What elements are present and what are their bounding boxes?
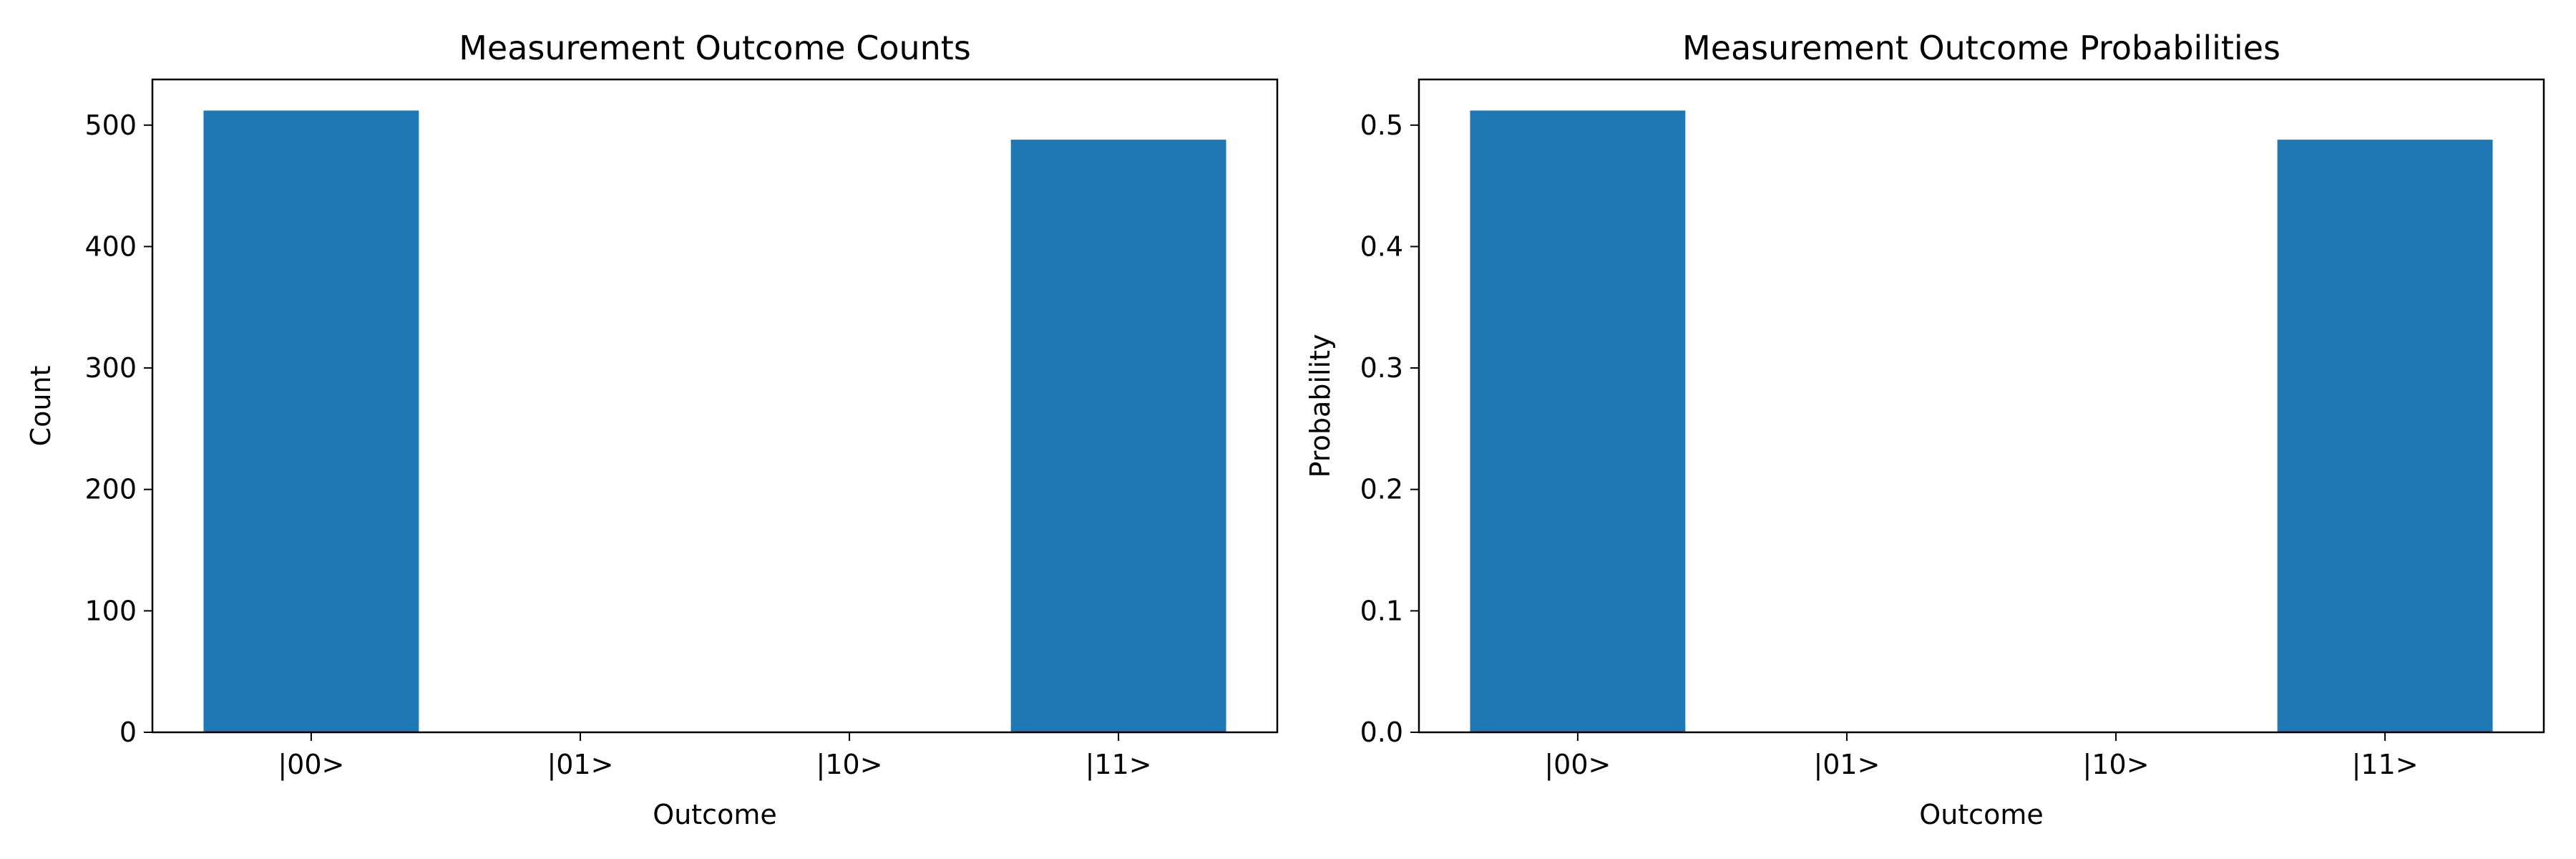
x-axis-label: Outcome	[1919, 799, 2043, 830]
bar-0	[1470, 110, 1686, 732]
y-tick-label-1: 0.1	[1360, 595, 1403, 626]
chart-title: Measurement Outcome Counts	[459, 29, 971, 67]
bar-0	[203, 110, 419, 732]
y-axis-label: Count	[25, 366, 57, 447]
y-tick-label-5: 0.5	[1360, 110, 1403, 141]
y-tick-label-0: 0.0	[1360, 717, 1403, 748]
x-tick-label-3: |11>	[2352, 749, 2419, 781]
x-tick-label-1: |01>	[1813, 749, 1880, 781]
x-tick-label-1: |01>	[547, 749, 613, 781]
x-tick-label-2: |10>	[2083, 749, 2150, 781]
y-tick-label-3: 0.3	[1360, 352, 1403, 384]
bar-3	[2277, 140, 2493, 733]
y-axis-label: Probability	[1304, 334, 1336, 478]
ticks: |00> |01> |10> |11> 0.0 0.1 0.2 0.3 0.4 0.5	[1360, 110, 2419, 781]
y-tick-label-3: 300	[84, 352, 137, 384]
bars	[203, 110, 1226, 733]
plot-frame	[1418, 78, 2545, 734]
y-tick-label-5: 500	[84, 110, 137, 141]
y-tick-label-2: 200	[84, 474, 137, 505]
bars	[1470, 110, 2493, 733]
x-tick-label-0: |00>	[1544, 749, 1611, 781]
chart-title: Measurement Outcome Probabilities	[1682, 29, 2280, 67]
x-tick-label-0: |00>	[278, 749, 344, 781]
x-axis-label: Outcome	[653, 799, 776, 830]
y-tick-label-0: 0	[119, 717, 137, 748]
y-tick-label-4: 0.4	[1360, 230, 1403, 262]
plot-frame	[151, 78, 1279, 734]
bar-3	[1010, 140, 1226, 733]
y-tick-label-4: 400	[84, 230, 137, 262]
x-tick-label-3: |11>	[1085, 749, 1152, 781]
ticks: |00> |01> |10> |11> 0 100 200 300 400 500	[84, 110, 1151, 781]
x-tick-label-2: |10>	[816, 749, 883, 781]
counts-chart: Measurement Outcome Counts Outcome Count…	[25, 29, 1279, 830]
y-tick-label-2: 0.2	[1360, 474, 1403, 505]
y-tick-label-1: 100	[84, 595, 137, 626]
probabilities-chart: Measurement Outcome Probabilities Outcom…	[1304, 29, 2545, 830]
